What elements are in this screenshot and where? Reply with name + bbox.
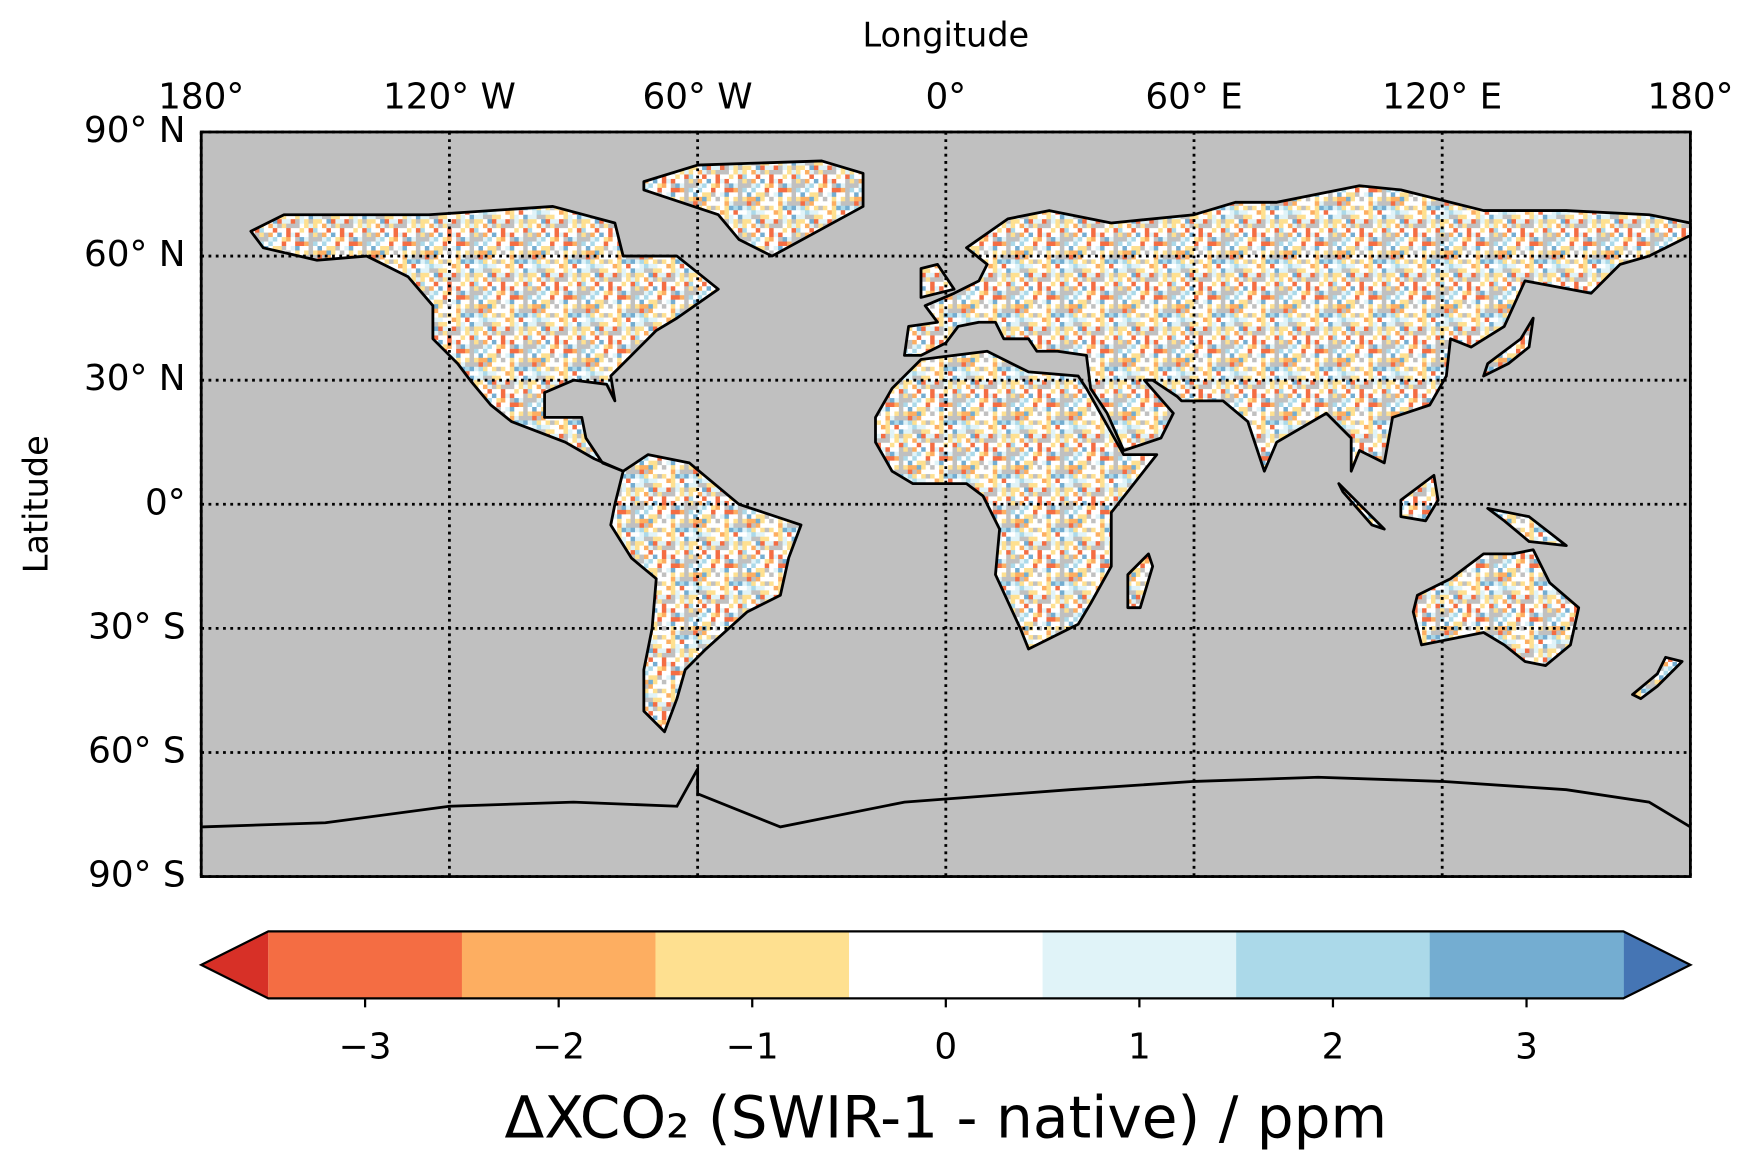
- x-tick-label: 120° W: [383, 76, 516, 117]
- colorbar-segment: [1042, 931, 1237, 999]
- colorbar-tick-label: 3: [1515, 1027, 1538, 1068]
- colorbar-tick-label: 0: [934, 1027, 957, 1068]
- continent: [1337, 482, 1386, 531]
- continent: [1631, 655, 1684, 701]
- continent: [1486, 507, 1568, 548]
- colorbar: −3 −2 −1 0 1 2 3: [198, 930, 1693, 1068]
- colorbar-segment: [268, 931, 463, 999]
- colorbar-outline: [198, 930, 1693, 1000]
- colorbar-extend-min: [201, 931, 269, 999]
- x-tick-label: 0°: [925, 76, 966, 117]
- x-tick-label: 180°: [158, 76, 244, 117]
- colorbar-segment: [655, 931, 850, 999]
- continent: [249, 205, 720, 473]
- y-tick-label: 30° S: [88, 606, 185, 647]
- colorbar-extend-max: [1623, 931, 1691, 999]
- x-tick-label: 180°: [1647, 76, 1733, 117]
- y-tick-label: 60° S: [88, 730, 185, 771]
- continent: [919, 262, 956, 299]
- colorbar-segment: [849, 931, 1044, 999]
- y-tick-label: 0°: [145, 482, 186, 523]
- x-axis-title: Longitude: [862, 15, 1029, 54]
- continent: [1482, 316, 1535, 378]
- y-tick-label: 90° S: [88, 855, 185, 896]
- colorbar-tick-label: 2: [1322, 1027, 1345, 1068]
- colorbar-segment: [1236, 931, 1431, 999]
- x-tick-label: 60° W: [643, 76, 753, 117]
- map-frame: [199, 130, 1692, 878]
- x-tick-label: 120° E: [1382, 76, 1502, 117]
- continent: [903, 184, 1692, 473]
- colorbar-segment: [1429, 931, 1624, 999]
- colorbar-label: ΔXCO₂ (SWIR-1 - native) / ppm: [504, 1084, 1387, 1152]
- colorbar-tick-label: −3: [339, 1027, 392, 1068]
- x-tick-label: 60° E: [1145, 76, 1242, 117]
- y-axis-title: Latitude: [17, 435, 56, 573]
- continent: [1126, 552, 1155, 610]
- antarctica-coast: [201, 763, 1692, 829]
- y-tick-label: 30° N: [84, 358, 186, 399]
- colorbar-tick-label: −1: [726, 1027, 779, 1068]
- continent: [874, 349, 1159, 651]
- colorbar-tick-label: 1: [1128, 1027, 1151, 1068]
- colorbar-segment: [461, 931, 657, 999]
- continent: [609, 453, 803, 734]
- y-tick-label: 60° N: [84, 234, 186, 275]
- colorbar-tick-label: −2: [532, 1027, 585, 1068]
- continent: [1399, 473, 1440, 523]
- y-tick-label: 90° N: [84, 110, 186, 151]
